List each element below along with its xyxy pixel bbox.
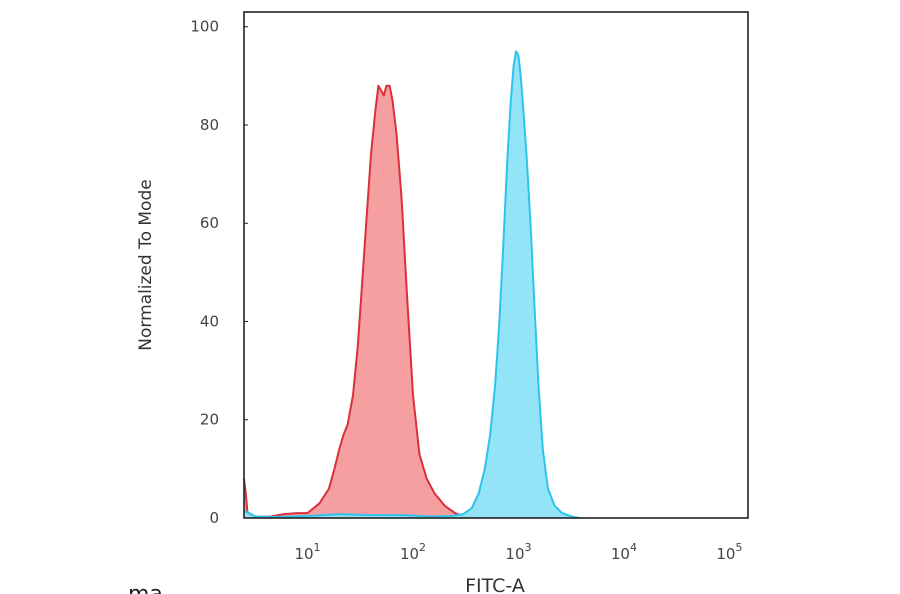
y-tick-label: 100	[190, 18, 219, 36]
y-tick-label: 80	[200, 116, 219, 134]
y-tick-label: 20	[200, 411, 219, 429]
x-tick-label: 101	[294, 541, 320, 563]
series-1-line	[243, 84, 471, 519]
x-tick-label: 105	[716, 541, 742, 563]
series-2-area	[244, 51, 580, 519]
series-2-line	[243, 50, 580, 519]
x-axis-title: FITC-A	[465, 575, 525, 594]
series-1-area	[244, 85, 471, 518]
plot-frame	[243, 11, 749, 519]
x-tick-label: 102	[400, 541, 426, 563]
y-tick-label: 60	[200, 214, 219, 232]
x-tick-label: 104	[611, 541, 637, 563]
y-tick-label: 40	[200, 312, 219, 330]
series-layer	[243, 50, 580, 519]
y-tick-label: 0	[209, 509, 219, 527]
x-tick-label: 103	[505, 541, 531, 563]
y-axis-title: Normalized To Mode	[136, 179, 156, 350]
y-axis: 0 20 40 60 80 100	[190, 18, 248, 527]
footer-text-fragment: ma	[128, 582, 163, 594]
x-axis: 101 102 103 104 105	[294, 541, 742, 563]
